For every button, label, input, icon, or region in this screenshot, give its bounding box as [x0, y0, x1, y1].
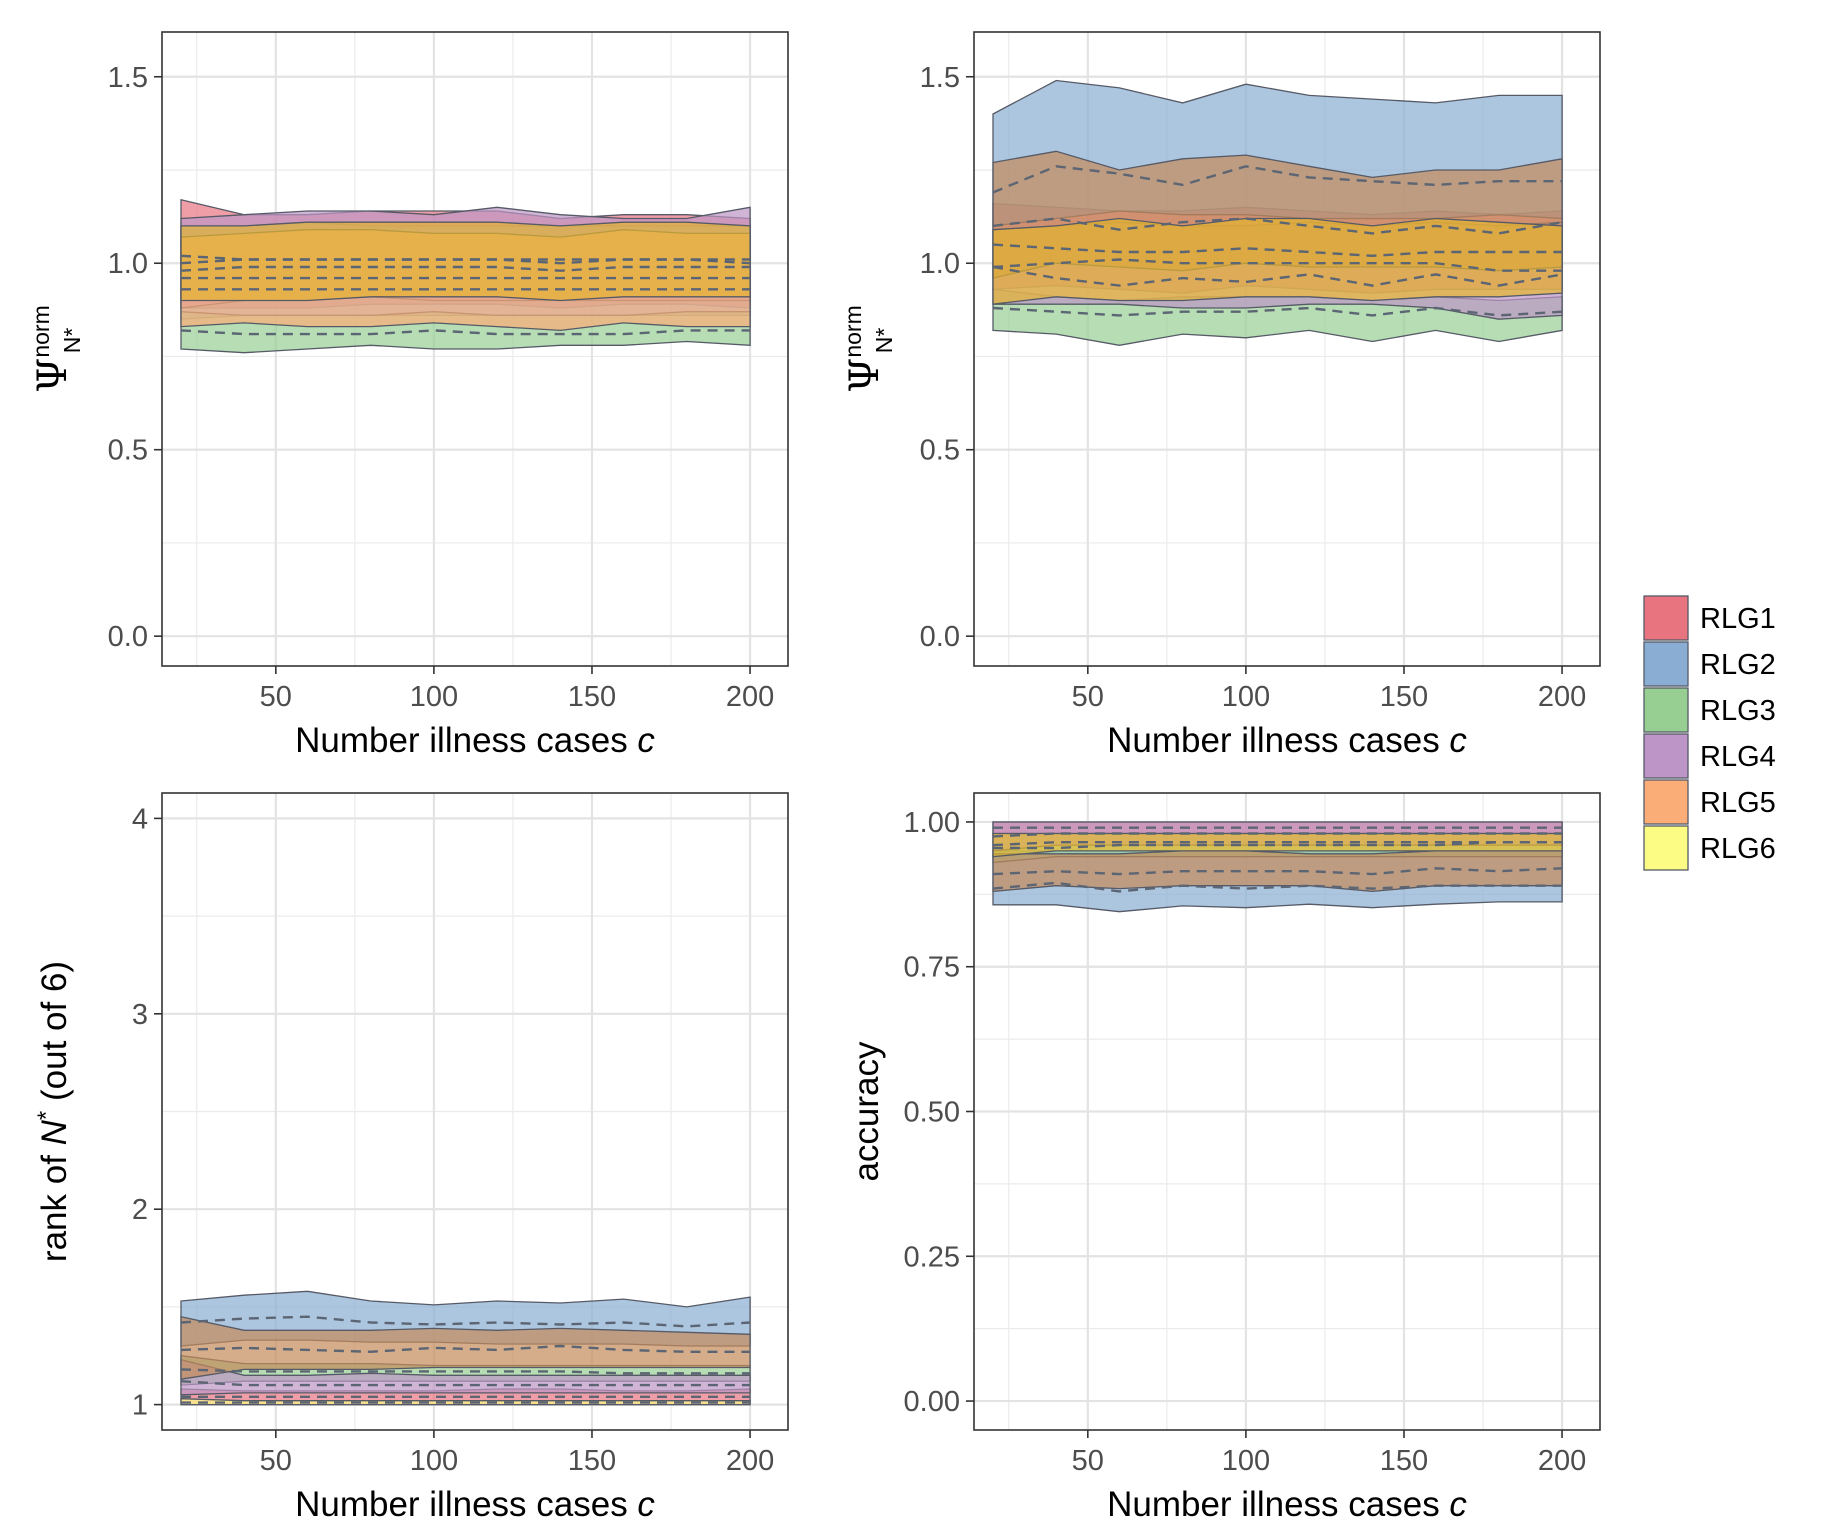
- legend-key: [1643, 779, 1689, 825]
- x-axis-title: Number illness cases c: [1107, 721, 1467, 760]
- median-line-rlg5: [992, 217, 1563, 235]
- median-line-rlg4: [992, 832, 1563, 838]
- y-tick-label: 3: [132, 999, 148, 1031]
- panel-top-left: 50 100 150 200 0.0 0.5 1.0 1.5 Number illness ca…: [28, 31, 789, 760]
- legend-key: [1643, 641, 1689, 687]
- median-line-rlg6: [180, 265, 751, 272]
- legend-key: [1643, 733, 1689, 779]
- y-tick-label: 1.00: [904, 807, 960, 839]
- panel-border: [161, 792, 789, 1431]
- x-axis-title: Number illness cases c: [1107, 1485, 1467, 1524]
- median-line-rlg6: [992, 841, 1563, 847]
- y-tick-label: 0.75: [904, 952, 960, 984]
- median-line-rlg3: [180, 1368, 751, 1375]
- x-tick-label: 150: [1380, 1445, 1428, 1477]
- x-tick-label: 100: [410, 1445, 458, 1477]
- y-axis-title: Ψnorm N*: [28, 305, 85, 392]
- y-tick-label: 0.00: [904, 1386, 960, 1418]
- median-line-rlg3: [992, 306, 1563, 317]
- x-tick-label: 100: [410, 681, 458, 713]
- x-tick-label: 50: [1072, 1445, 1104, 1477]
- x-tick-label: 100: [1222, 681, 1270, 713]
- y-tick-label: 1.0: [108, 248, 148, 280]
- panel-top-right: 50 100 150 200 0.0 0.5 1.0 1.5 Number illness ca…: [840, 31, 1601, 760]
- x-tick-label: 150: [1380, 681, 1428, 713]
- x-axis-title: Number illness cases c: [295, 721, 655, 760]
- legend-key: [1643, 687, 1689, 733]
- y-tick-label: 0.0: [108, 621, 148, 653]
- legend-item-rlg4: RLG4: [1643, 733, 1776, 779]
- y-tick-label: 0.5: [920, 435, 960, 467]
- legend-label: RLG3: [1700, 695, 1776, 727]
- panel-border: [973, 31, 1601, 667]
- median-line-rlg6: [992, 265, 1563, 287]
- median-line-rlg5: [180, 1344, 751, 1354]
- y-axis-title: rank of N* (out of 6): [33, 961, 74, 1262]
- y-tick-label: 2: [132, 1194, 148, 1226]
- x-tick-label: 50: [260, 681, 292, 713]
- median-line-rlg4: [180, 258, 751, 265]
- x-axis-title: Number illness cases c: [295, 1485, 655, 1524]
- x-tick-label: 50: [1072, 681, 1104, 713]
- legend-item-rlg5: RLG5: [1643, 779, 1776, 825]
- y-axis-title: accuracy: [847, 1041, 886, 1182]
- legend-item-rlg2: RLG2: [1643, 641, 1776, 687]
- y-tick-label: 4: [132, 803, 148, 835]
- median-line-rlg2: [180, 1315, 751, 1328]
- median-line-rlg2: [992, 165, 1563, 194]
- legend-key: [1643, 825, 1689, 871]
- x-tick-label: 150: [568, 681, 616, 713]
- median-line-rlg3: [180, 329, 751, 336]
- median-line-rlg4: [180, 1380, 751, 1387]
- y-tick-label: 1: [132, 1390, 148, 1422]
- median-line-rlg5: [992, 867, 1563, 876]
- legend: RLG1 RLG2 RLG3 RLG4 RLG5 RLG6: [1643, 595, 1776, 871]
- y-tick-label: 1.5: [108, 62, 148, 94]
- legend-label: RLG2: [1700, 649, 1776, 681]
- y-tick-label: 0.50: [904, 1097, 960, 1129]
- legend-key: [1643, 595, 1689, 641]
- legend-label: RLG4: [1700, 741, 1776, 773]
- y-tick-label: 0.5: [108, 435, 148, 467]
- y-tick-label: 1.0: [920, 248, 960, 280]
- median-line-rlg3: [993, 841, 1563, 850]
- x-tick-label: 200: [726, 681, 774, 713]
- legend-item-rlg3: RLG3: [1643, 687, 1776, 733]
- median-line-rlg4: [992, 258, 1563, 272]
- panel-bottom-right: 50 100 150 200 0.00 0.25 0.50 0.75 1.00 Number il…: [847, 792, 1601, 1524]
- legend-label: RLG1: [1700, 603, 1776, 635]
- x-tick-label: 200: [1538, 1445, 1586, 1477]
- y-tick-label: 1.5: [920, 62, 960, 94]
- legend-item-rlg6: RLG6: [1643, 825, 1776, 871]
- ribbon-rlg6: [180, 221, 751, 302]
- x-tick-label: 100: [1222, 1445, 1270, 1477]
- panel-border: [161, 31, 789, 667]
- x-tick-label: 50: [260, 1445, 292, 1477]
- legend-item-rlg1: RLG1: [1643, 595, 1776, 641]
- panel-bottom-left: 50 100 150 200 1 2 3 4 Number illness cases c ran…: [33, 792, 789, 1524]
- y-axis-title: Ψnorm N*: [840, 305, 897, 392]
- x-tick-label: 200: [1538, 681, 1586, 713]
- ribbon-rlg5: [180, 1315, 751, 1380]
- x-tick-label: 200: [726, 1445, 774, 1477]
- y-tick-label: 0.0: [920, 621, 960, 653]
- y-tick-label: 0.25: [904, 1241, 960, 1273]
- legend-label: RLG6: [1700, 833, 1776, 865]
- x-tick-label: 150: [568, 1445, 616, 1477]
- median-line-rlg1: [992, 243, 1563, 258]
- legend-label: RLG5: [1700, 787, 1776, 819]
